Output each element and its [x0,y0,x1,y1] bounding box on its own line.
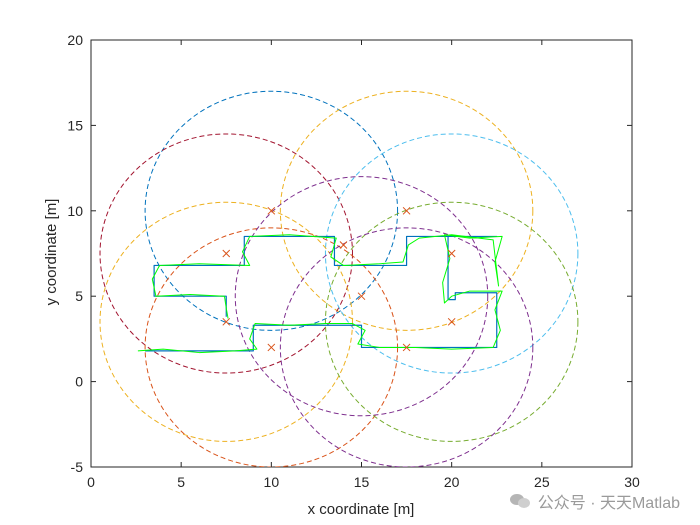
watermark-text: 公众号 · 天天Matlab [537,495,680,512]
anchor-marker [402,343,411,352]
watermark: 公众号 · 天天Matlab [509,489,680,513]
coverage-circle-9 [279,227,534,467]
x-tick-label: 25 [534,474,550,490]
anchor-markers [222,206,456,352]
coverage-circle-5 [99,201,353,442]
coverage-circle-3 [99,133,353,374]
anchor-marker [222,317,231,326]
y-axis-ticks: -5 0 5 10 15 20 [67,32,632,475]
y-tick-label: -5 [71,459,84,475]
coverage-circle-8 [324,201,579,442]
anchor-marker [339,241,348,249]
y-tick-label: 0 [75,374,83,390]
anchor-marker [447,317,456,326]
y-tick-label: 5 [75,288,83,304]
x-tick-label: 20 [444,474,460,490]
x-tick-label: 0 [87,474,95,490]
anchor-marker [267,343,276,352]
coverage-circle-1 [144,90,399,331]
y-axis-label: y coordinate [m] [43,199,60,306]
estimated-path-line [137,234,503,354]
x-tick-label: 5 [177,474,185,490]
anchor-marker [357,292,366,301]
x-tick-label: 10 [264,474,280,490]
anchor-marker [267,206,276,215]
y-tick-label: 20 [67,32,83,48]
coverage-circle-2 [279,90,534,331]
anchor-marker [402,206,411,215]
anchor-marker [222,249,231,258]
anchor-marker [447,249,456,258]
axes-box [90,39,633,468]
coverage-circle-7 [234,176,489,417]
x-axis-label: x coordinate [m] [308,501,415,518]
estimated-path [137,234,503,354]
x-tick-label: 15 [354,474,370,490]
y-tick-label: 10 [67,203,83,219]
x-axis-ticks: 0 5 10 15 20 25 30 [87,40,640,490]
x-tick-label: 30 [624,474,640,490]
wechat-icon [509,492,532,510]
plot-area [90,39,633,468]
coverage-circle-4 [324,133,579,374]
coverage-circles [99,90,579,467]
y-tick-label: 15 [67,117,83,133]
